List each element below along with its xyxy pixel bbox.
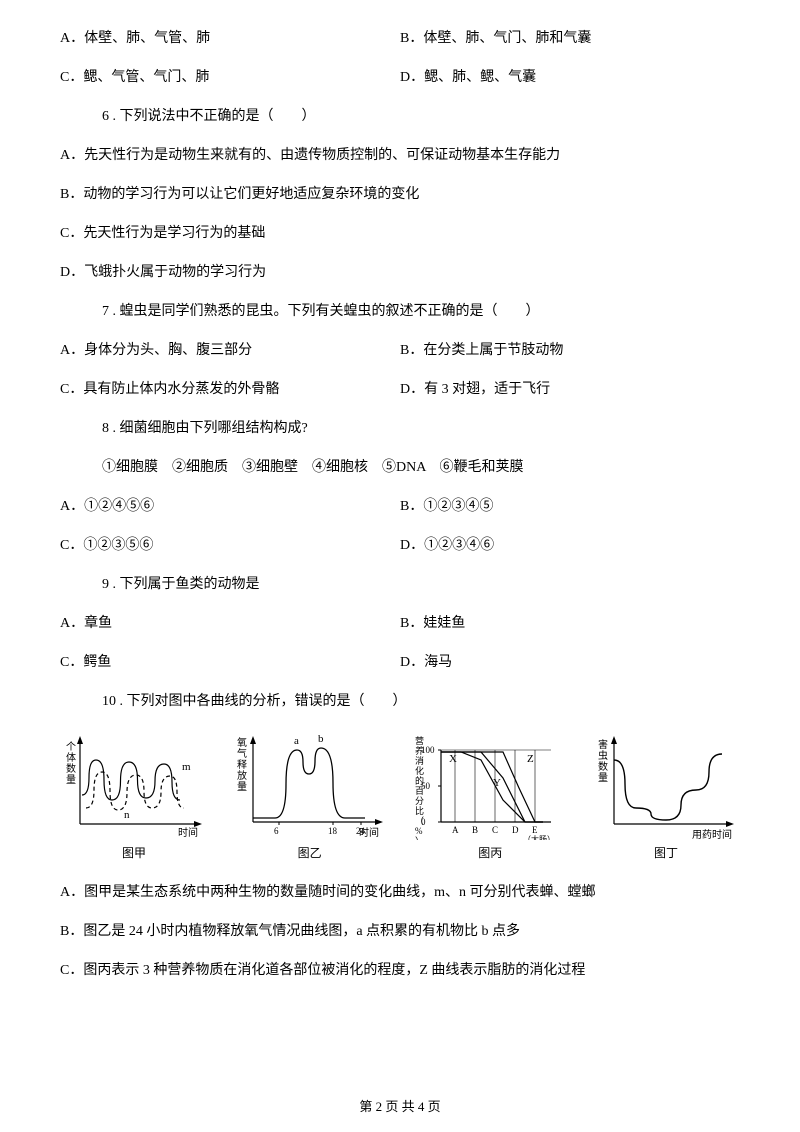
page-footer: 第 2 页 共 4 页 [0, 1097, 800, 1117]
svg-text:（大肠）: （大肠） [523, 834, 555, 840]
svg-text:放: 放 [237, 769, 247, 782]
svg-text:m: m [182, 761, 191, 773]
svg-text:比: 比 [415, 805, 424, 816]
svg-text:的: 的 [415, 775, 424, 786]
svg-text:害: 害 [598, 738, 608, 751]
q9-option-c: C．鳄鱼 [60, 652, 400, 673]
svg-text:%: % [415, 826, 423, 836]
q9-option-a: A．章鱼 [60, 613, 400, 634]
svg-text:数: 数 [598, 760, 608, 773]
q7-option-b: B．在分类上属于节肢动物 [400, 340, 740, 361]
chart-yi: ab61824氧气释放量时间 图乙 [235, 730, 385, 862]
svg-text:A: A [452, 825, 459, 835]
q8-options-row1: A．①②④⑤⑥ B．①②③④⑤ [60, 496, 740, 517]
q10-option-c: C．图丙表示 3 种营养物质在消化道各部位被消化的程度，Z 曲线表示脂肪的消化过… [60, 960, 740, 981]
q8-option-c: C．①②③⑤⑥ [60, 535, 400, 556]
q8-options-row2: C．①②③⑤⑥ D．①②③④⑥ [60, 535, 740, 556]
svg-text:量: 量 [237, 781, 247, 793]
svg-text:氧: 氧 [237, 736, 247, 749]
q6-option-d: D．飞蛾扑火属于动物的学习行为 [60, 262, 740, 283]
svg-text:Y: Y [493, 777, 501, 789]
charts-row: mn个体数量时间 图甲 ab61824氧气释放量时间 图乙 100500XYZA… [60, 730, 740, 862]
q8-stem: 8 . 细菌细胞由下列哪组结构构成? [60, 418, 740, 439]
svg-text:）: ） [415, 836, 424, 840]
q5-option-c: C．鳃、气管、气门、肺 [60, 67, 400, 88]
chart-jia-caption: 图甲 [64, 844, 204, 862]
q7-option-a: A．身体分为头、胸、腹三部分 [60, 340, 400, 361]
q10-option-b: B．图乙是 24 小时内植物释放氧气情况曲线图，a 点积累的有机物比 b 点多 [60, 921, 740, 942]
q5-options-row1: A．体壁、肺、气管、肺 B．体壁、肺、气门、肺和气囊 [60, 28, 740, 49]
chart-ding-svg: 害虫数量用药时间 [596, 730, 736, 840]
svg-text:量: 量 [66, 774, 76, 786]
svg-text:6: 6 [274, 826, 279, 836]
chart-jia-svg: m n 个体数量时间 [64, 730, 204, 840]
svg-text:时间: 时间 [359, 826, 379, 839]
q5-options-row2: C．鳃、气管、气门、肺 D．鳃、肺、鳃、气囊 [60, 67, 740, 88]
svg-text:消: 消 [415, 755, 424, 766]
svg-text:分: 分 [415, 796, 424, 806]
q8-option-a: A．①②④⑤⑥ [60, 496, 400, 517]
q5-option-a: A．体壁、肺、气管、肺 [60, 28, 400, 49]
q5-option-b: B．体壁、肺、气门、肺和气囊 [400, 28, 740, 49]
chart-jia: m n 个体数量时间 图甲 [64, 730, 204, 862]
chart-bing-caption: 图丙 [415, 844, 565, 862]
chart-yi-svg: ab61824氧气释放量时间 [235, 730, 385, 840]
svg-text:体: 体 [66, 752, 76, 764]
q8-option-d: D．①②③④⑥ [400, 535, 740, 556]
svg-text:Z: Z [527, 753, 534, 765]
q9-options-row2: C．鳄鱼 D．海马 [60, 652, 740, 673]
svg-text:D: D [512, 825, 519, 835]
chart-yi-caption: 图乙 [235, 844, 385, 862]
svg-text:C: C [492, 825, 498, 835]
chart-ding-caption: 图丁 [596, 844, 736, 862]
q8-choices: ①细胞膜 ②细胞质 ③细胞壁 ④细胞核 ⑤DNA ⑥鞭毛和荚膜 [60, 457, 740, 478]
svg-text:E: E [532, 825, 538, 835]
svg-text:养: 养 [415, 745, 424, 756]
svg-text:（: （ [415, 816, 424, 826]
q9-options-row1: A．章鱼 B．娃娃鱼 [60, 613, 740, 634]
svg-text:百: 百 [415, 786, 424, 796]
svg-text:个: 个 [66, 741, 76, 753]
q7-options-row1: A．身体分为头、胸、腹三部分 B．在分类上属于节肢动物 [60, 340, 740, 361]
q6-option-c: C．先天性行为是学习行为的基础 [60, 223, 740, 244]
chart-bing-svg: 100500XYZABCDE（大肠）营养消化的百分比（%） [415, 730, 565, 840]
q9-option-b: B．娃娃鱼 [400, 613, 740, 634]
q10-option-a: A．图甲是某生态系统中两种生物的数量随时间的变化曲线，m、n 可分别代表蝉、螳螂 [60, 882, 740, 903]
q7-options-row2: C．具有防止体内水分蒸发的外骨骼 D．有 3 对翅，适于飞行 [60, 379, 740, 400]
svg-text:营: 营 [415, 735, 424, 746]
chart-bing: 100500XYZABCDE（大肠）营养消化的百分比（%） 图丙 [415, 730, 565, 862]
svg-text:b: b [318, 733, 324, 745]
q7-stem: 7 . 蝗虫是同学们熟悉的昆虫。下列有关蝗虫的叙述不正确的是（ ） [60, 301, 740, 322]
q6-stem: 6 . 下列说法中不正确的是（ ） [60, 106, 740, 127]
svg-text:化: 化 [415, 765, 424, 776]
q5-option-d: D．鳃、肺、鳃、气囊 [400, 67, 740, 88]
q8-option-b: B．①②③④⑤ [400, 496, 740, 517]
q9-stem: 9 . 下列属于鱼类的动物是 [60, 574, 740, 595]
q6-option-a: A．先天性行为是动物生来就有的、由遗传物质控制的、可保证动物基本生存能力 [60, 145, 740, 166]
svg-text:量: 量 [598, 772, 608, 784]
svg-text:时间: 时间 [178, 826, 198, 839]
q9-option-d: D．海马 [400, 652, 740, 673]
svg-text:数: 数 [66, 762, 76, 775]
svg-text:n: n [124, 809, 130, 821]
chart-ding: 害虫数量用药时间 图丁 [596, 730, 736, 862]
svg-text:气: 气 [237, 747, 247, 760]
svg-text:释: 释 [237, 758, 247, 771]
q7-option-d: D．有 3 对翅，适于飞行 [400, 379, 740, 400]
q7-option-c: C．具有防止体内水分蒸发的外骨骼 [60, 379, 400, 400]
q10-stem: 10 . 下列对图中各曲线的分析，错误的是（ ） [60, 691, 740, 712]
svg-text:用药时间: 用药时间 [692, 828, 732, 840]
svg-text:18: 18 [328, 826, 338, 836]
svg-text:虫: 虫 [598, 750, 608, 762]
svg-text:a: a [294, 735, 299, 747]
svg-text:B: B [472, 825, 478, 835]
svg-text:X: X [449, 753, 457, 765]
q6-option-b: B．动物的学习行为可以让它们更好地适应复杂环境的变化 [60, 184, 740, 205]
